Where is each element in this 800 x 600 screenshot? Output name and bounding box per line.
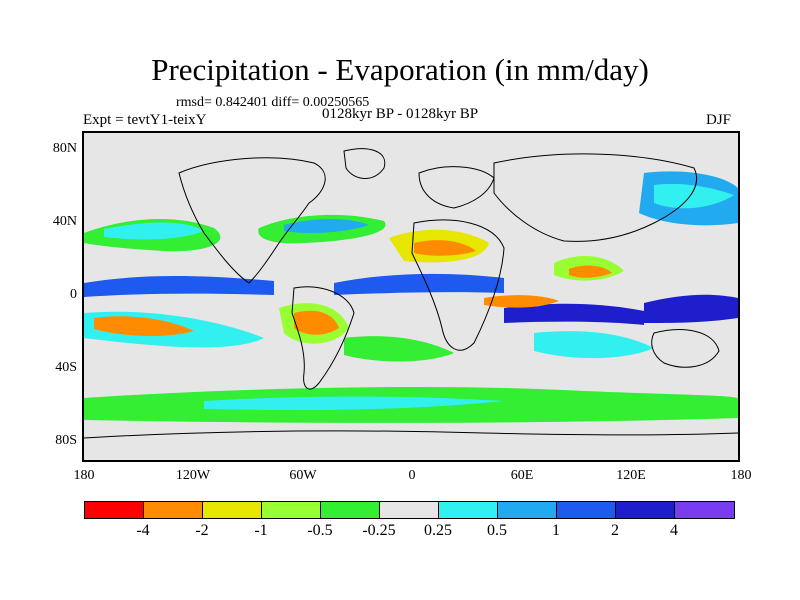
x-tick-120w: 120W <box>175 468 211 483</box>
plot-title: Precipitation - Evaporation (in mm/day) <box>151 52 649 87</box>
x-tick-60e: 60E <box>510 468 534 483</box>
colorbar-swatch <box>262 502 321 518</box>
colorbar-label: -2 <box>195 522 209 539</box>
field-south-ocean-cyan <box>204 396 504 411</box>
colorbar-label: 2 <box>611 522 619 539</box>
colorbar-swatch <box>321 502 380 518</box>
colorbar-swatch <box>439 502 498 518</box>
field-south-pacific-orange <box>94 316 194 337</box>
experiment-label: Expt = tevtY1-teixY <box>83 112 207 128</box>
europe-outline <box>418 166 495 209</box>
x-tick-180w: 180 <box>73 468 95 483</box>
y-tick-40s: 40S <box>55 360 77 375</box>
south-america-outline <box>291 286 355 390</box>
field-equatorial-dry-pacific <box>484 295 559 308</box>
field-band-north-pacific-cyan <box>104 222 204 240</box>
colorbar-swatch <box>616 502 675 518</box>
field-itcz-indian <box>504 303 644 325</box>
colorbar-swatch <box>380 502 439 518</box>
australia-outline <box>651 329 720 368</box>
antarctica-outline <box>84 430 738 439</box>
colorbar-swatch <box>675 502 734 518</box>
field-south-indian-band <box>534 331 654 359</box>
colorbar-swatch <box>85 502 144 518</box>
x-tick-60w: 60W <box>289 468 317 483</box>
asia-outline <box>493 153 698 242</box>
field-itcz-pacific <box>84 276 274 297</box>
field-south-america-orange <box>294 310 339 335</box>
field-atlantic-dry-orange <box>414 240 476 256</box>
africa-outline <box>411 219 505 351</box>
colorbar-label: -4 <box>136 522 150 539</box>
y-tick-80n: 80N <box>52 141 77 156</box>
colorbar-label: -1 <box>254 522 268 539</box>
colorbar-swatch <box>498 502 557 518</box>
field-band-north-pacific-east-inner <box>654 183 734 209</box>
north-america-outline <box>178 157 326 284</box>
stats-label: rmsd= 0.842401 diff= 0.00250565 <box>176 95 370 110</box>
y-tick-40n: 40N <box>52 214 77 229</box>
colorbar-label: -0.25 <box>362 522 396 539</box>
colorbar-label: 4 <box>670 522 678 539</box>
field-band-north-atlantic-blue <box>284 219 369 233</box>
x-tick-180e: 180 <box>730 468 752 483</box>
y-tick-0: 0 <box>70 287 77 302</box>
field-itcz-atlantic <box>334 273 504 295</box>
season-label: DJF <box>706 112 732 128</box>
map-svg <box>84 133 738 460</box>
coastlines <box>84 148 738 439</box>
x-tick-120e: 120E <box>616 468 646 483</box>
colorbar-label: 0.25 <box>424 522 452 539</box>
colorbar-swatch <box>144 502 203 518</box>
greenland-outline <box>343 148 386 179</box>
colorbar-label: 0.5 <box>487 522 507 539</box>
period-label: 0128kyr BP - 0128kyr BP <box>322 106 479 122</box>
map-plot-area <box>82 131 740 462</box>
x-tick-0: 0 <box>408 468 416 483</box>
colorbar-swatch <box>203 502 262 518</box>
y-tick-80s: 80S <box>55 433 77 448</box>
field-arabia-dry-orange <box>569 265 612 278</box>
field-south-atlantic-band <box>344 336 454 362</box>
colorbar <box>84 501 735 519</box>
colorbar-swatch <box>557 502 616 518</box>
colorbar-label: -0.5 <box>307 522 333 539</box>
colorbar-label: 1 <box>552 522 560 539</box>
field-itcz-west-pacific <box>644 294 738 323</box>
